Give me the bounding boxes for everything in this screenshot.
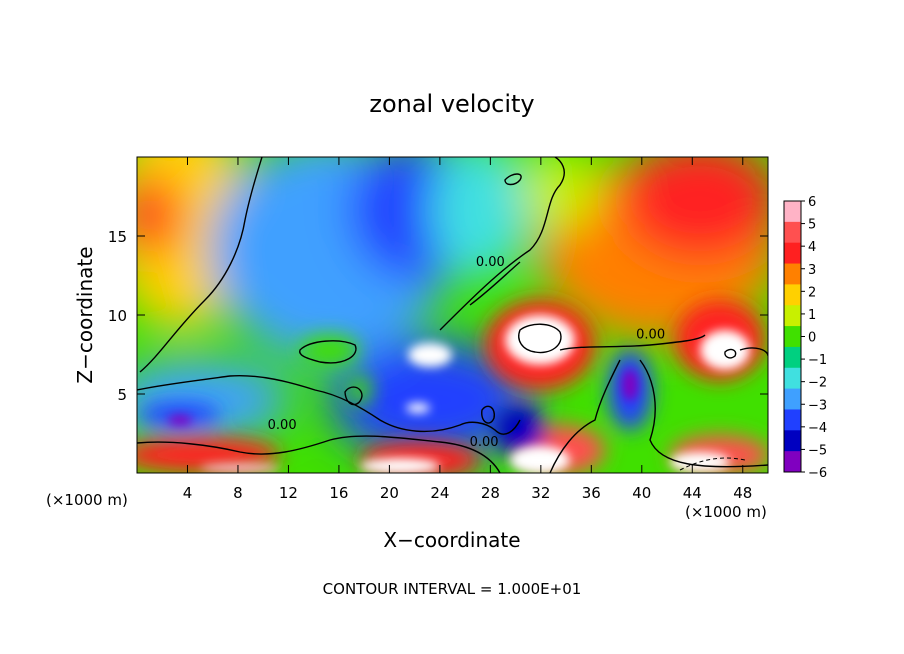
- chart-title: zonal velocity: [369, 90, 534, 118]
- x-unit-note: (×1000 m): [685, 503, 767, 521]
- colorbar-swatch: [784, 430, 801, 452]
- colorbar-swatch: [784, 409, 801, 431]
- x-tick-label: 8: [233, 484, 243, 502]
- colorbar-label: −3: [808, 398, 827, 413]
- x-tick-label: 40: [632, 484, 651, 502]
- y-axis-title: Z−coordinate: [73, 246, 97, 383]
- colorbar-label: −5: [808, 443, 827, 458]
- contour-labels: 0.00 0.00 0.00 0.00: [268, 255, 665, 450]
- colorbar-label: 0: [808, 331, 816, 346]
- contour-interval-note: CONTOUR INTERVAL = 1.000E+01: [323, 580, 582, 598]
- x-tick-label: 20: [380, 484, 399, 502]
- colorbar-swatch: [784, 346, 801, 369]
- colorbar-label: 1: [808, 308, 816, 323]
- colorbar-swatch: [784, 326, 801, 348]
- y-axis-ticks: 5 10 15: [108, 228, 768, 404]
- colorbar-swatch: [784, 305, 801, 327]
- x-tick-label: 36: [582, 484, 601, 502]
- y-tick-label: 15: [108, 228, 127, 246]
- x-tick-label: 4: [183, 484, 193, 502]
- contour-label: 0.00: [470, 435, 499, 450]
- x-tick-label: 24: [430, 484, 449, 502]
- contour-label: 0.00: [268, 418, 297, 433]
- colorbar-label: −6: [808, 466, 827, 481]
- contour-label: 0.00: [476, 255, 505, 270]
- colorbar-swatch: [784, 221, 801, 244]
- x-tick-label: 16: [329, 484, 348, 502]
- colorbar-label: 6: [808, 195, 816, 210]
- y-tick-label: 10: [108, 307, 127, 325]
- x-tick-label: 48: [733, 484, 752, 502]
- x-tick-label: 28: [481, 484, 500, 502]
- colorbar-swatch: [784, 263, 801, 285]
- colorbar-label: −4: [808, 421, 827, 436]
- colorbar-label: 3: [808, 263, 816, 278]
- colorbar-swatch: [784, 367, 801, 390]
- colorbar: 6 5 4 3 2 1 0 −1 −2 −3 −4 −5 −6: [783, 195, 827, 481]
- x-tick-label: 44: [683, 484, 702, 502]
- x-axis-ticks: 4 8 12 16 20 24 28 32 36 40 44 48: [183, 157, 752, 502]
- colorbar-swatch: [784, 201, 801, 223]
- x-axis-title: X−coordinate: [383, 528, 520, 552]
- colorbar-swatch: [784, 388, 801, 410]
- colorbar-label: 5: [808, 218, 816, 233]
- y-tick-label: 5: [117, 386, 127, 404]
- y-unit-note: (×1000 m): [46, 491, 128, 509]
- colorbar-label: −2: [808, 376, 827, 391]
- contour-label: 0.00: [636, 328, 665, 343]
- contour-lines: [137, 157, 768, 473]
- colorbar-swatch: [784, 242, 801, 265]
- x-tick-label: 12: [279, 484, 298, 502]
- colorbar-label: 4: [808, 240, 816, 255]
- colorbar-swatch: [784, 451, 801, 473]
- colorbar-label: 2: [808, 285, 816, 300]
- x-tick-label: 32: [531, 484, 550, 502]
- colorbar-swatch: [784, 284, 801, 306]
- heatmap-field: [137, 157, 768, 473]
- colorbar-label: −1: [808, 353, 827, 368]
